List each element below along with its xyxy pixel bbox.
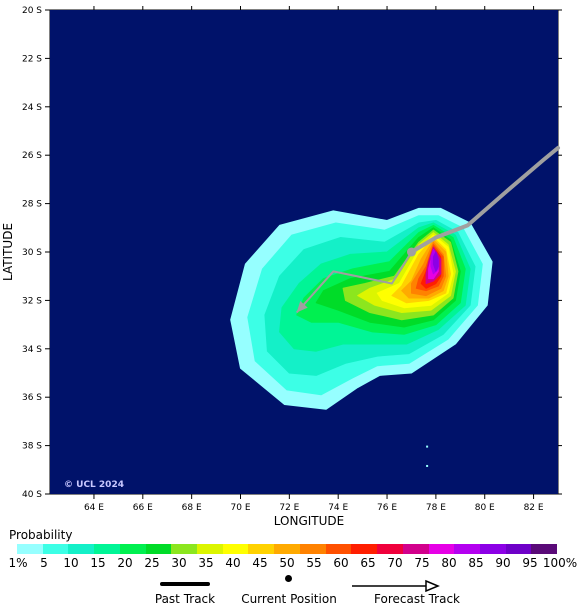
- legend-label: 55: [306, 556, 322, 570]
- legend-swatch: [377, 544, 403, 554]
- legend-label: 25: [144, 556, 160, 570]
- legend-label: 5: [40, 556, 48, 570]
- past-track-line: [409, 145, 560, 254]
- legend-swatch: [171, 544, 198, 554]
- legend-swatch: [222, 544, 249, 554]
- lon-tick-label: 64 E: [84, 503, 104, 513]
- lon-tick-label: 82 E: [524, 503, 544, 513]
- copyright-label: © UCL 2024: [64, 480, 124, 490]
- current-position-symbol: [285, 575, 292, 582]
- lon-tick-label: 80 E: [475, 503, 495, 513]
- legend-swatch: [531, 544, 558, 554]
- past-track-key: Past Track: [110, 576, 260, 606]
- forecast-arrow-head: [296, 300, 308, 313]
- legend-label: 1%: [8, 556, 28, 570]
- lon-tick-label: 70 E: [231, 503, 251, 513]
- x-axis-title: LONGITUDE: [274, 514, 344, 528]
- legend-swatch: [299, 544, 326, 554]
- lat-tick-label: 38 S: [22, 442, 42, 452]
- legend-labels: 1% 5 10 15 20 25 30 35 40 45 50 55 60 65 70 75 80 85 90 95 1…: [0, 556, 580, 572]
- legend-swatch: [42, 544, 69, 554]
- current-position-marker: [406, 247, 416, 257]
- legend-label: 85: [468, 556, 484, 570]
- legend-swatch: [479, 544, 506, 554]
- legend-swatch: [402, 544, 429, 554]
- lon-tick-label: 78 E: [426, 503, 446, 513]
- legend-label: 65: [360, 556, 376, 570]
- lat-tick-label: 30 S: [22, 248, 42, 258]
- legend-swatch: [145, 544, 172, 554]
- legend-label: 20: [117, 556, 133, 570]
- current-position-key: Current Position: [214, 575, 364, 606]
- legend-color-bar: [17, 544, 558, 554]
- legend-swatch: [248, 544, 275, 554]
- lon-tick-label: 76 E: [377, 503, 397, 513]
- forecast-track-line: [295, 251, 413, 314]
- legend-label: 50: [279, 556, 295, 570]
- legend-swatch: [325, 544, 352, 554]
- forecast-track-key: Forecast Track: [342, 576, 492, 606]
- probability-field: [230, 207, 493, 467]
- legend-swatch: [119, 544, 146, 554]
- probability-speck: [426, 464, 429, 467]
- lon-tick-label: 66 E: [133, 503, 153, 513]
- forecast-track-label: Forecast Track: [374, 592, 460, 606]
- lat-tick-label: 36 S: [22, 393, 42, 403]
- lat-tick-label: 40 S: [22, 490, 42, 500]
- forecast-track-arrow-icon: [352, 579, 440, 592]
- legend-label: 40: [225, 556, 241, 570]
- legend-label: 80: [441, 556, 457, 570]
- current-position-label: Current Position: [241, 592, 337, 606]
- legend-label: 45: [252, 556, 268, 570]
- legend-label: 95: [522, 556, 538, 570]
- legend-swatch: [454, 544, 480, 554]
- legend-swatch: [505, 544, 532, 554]
- probability-contour: [432, 251, 439, 272]
- lon-tick-label: 72 E: [279, 503, 299, 513]
- legend-swatch: [17, 544, 43, 554]
- legend-label: 35: [198, 556, 214, 570]
- legend-label: 30: [171, 556, 187, 570]
- legend-swatch: [274, 544, 300, 554]
- legend-title: Probability: [9, 528, 73, 542]
- lat-tick-label: 22 S: [22, 54, 42, 64]
- y-axis-title: LATITUDE: [1, 223, 15, 281]
- legend-label: 10: [63, 556, 79, 570]
- past-track-label: Past Track: [154, 592, 216, 606]
- lat-tick-label: 26 S: [22, 151, 42, 161]
- storm-track: [295, 145, 560, 314]
- legend-label: 100%: [542, 556, 578, 570]
- strike-probability-map: 20 S 22 S 24 S 26 S 28 S 30 S 32 S 34 S 36 S 38 S…: [1, 6, 562, 528]
- legend-label: 90: [495, 556, 511, 570]
- legend-swatch: [351, 544, 378, 554]
- lat-tick-label: 20 S: [22, 6, 42, 16]
- legend-label: 15: [90, 556, 106, 570]
- legend-swatch: [197, 544, 223, 554]
- legend-label: 70: [387, 556, 403, 570]
- lat-tick-label: 28 S: [22, 200, 42, 210]
- lon-tick-label: 68 E: [182, 503, 202, 513]
- legend-swatch: [68, 544, 95, 554]
- lat-tick-label: 32 S: [22, 296, 42, 306]
- legend-swatch: [94, 544, 120, 554]
- lat-tick-label: 34 S: [22, 345, 42, 355]
- lon-tick-label: 74 E: [328, 503, 348, 513]
- lat-tick-label: 24 S: [22, 103, 42, 113]
- past-track-symbol: [160, 582, 210, 586]
- legend-label: 60: [333, 556, 349, 570]
- probability-speck: [426, 445, 429, 448]
- legend-label: 75: [414, 556, 430, 570]
- legend-swatch: [428, 544, 455, 554]
